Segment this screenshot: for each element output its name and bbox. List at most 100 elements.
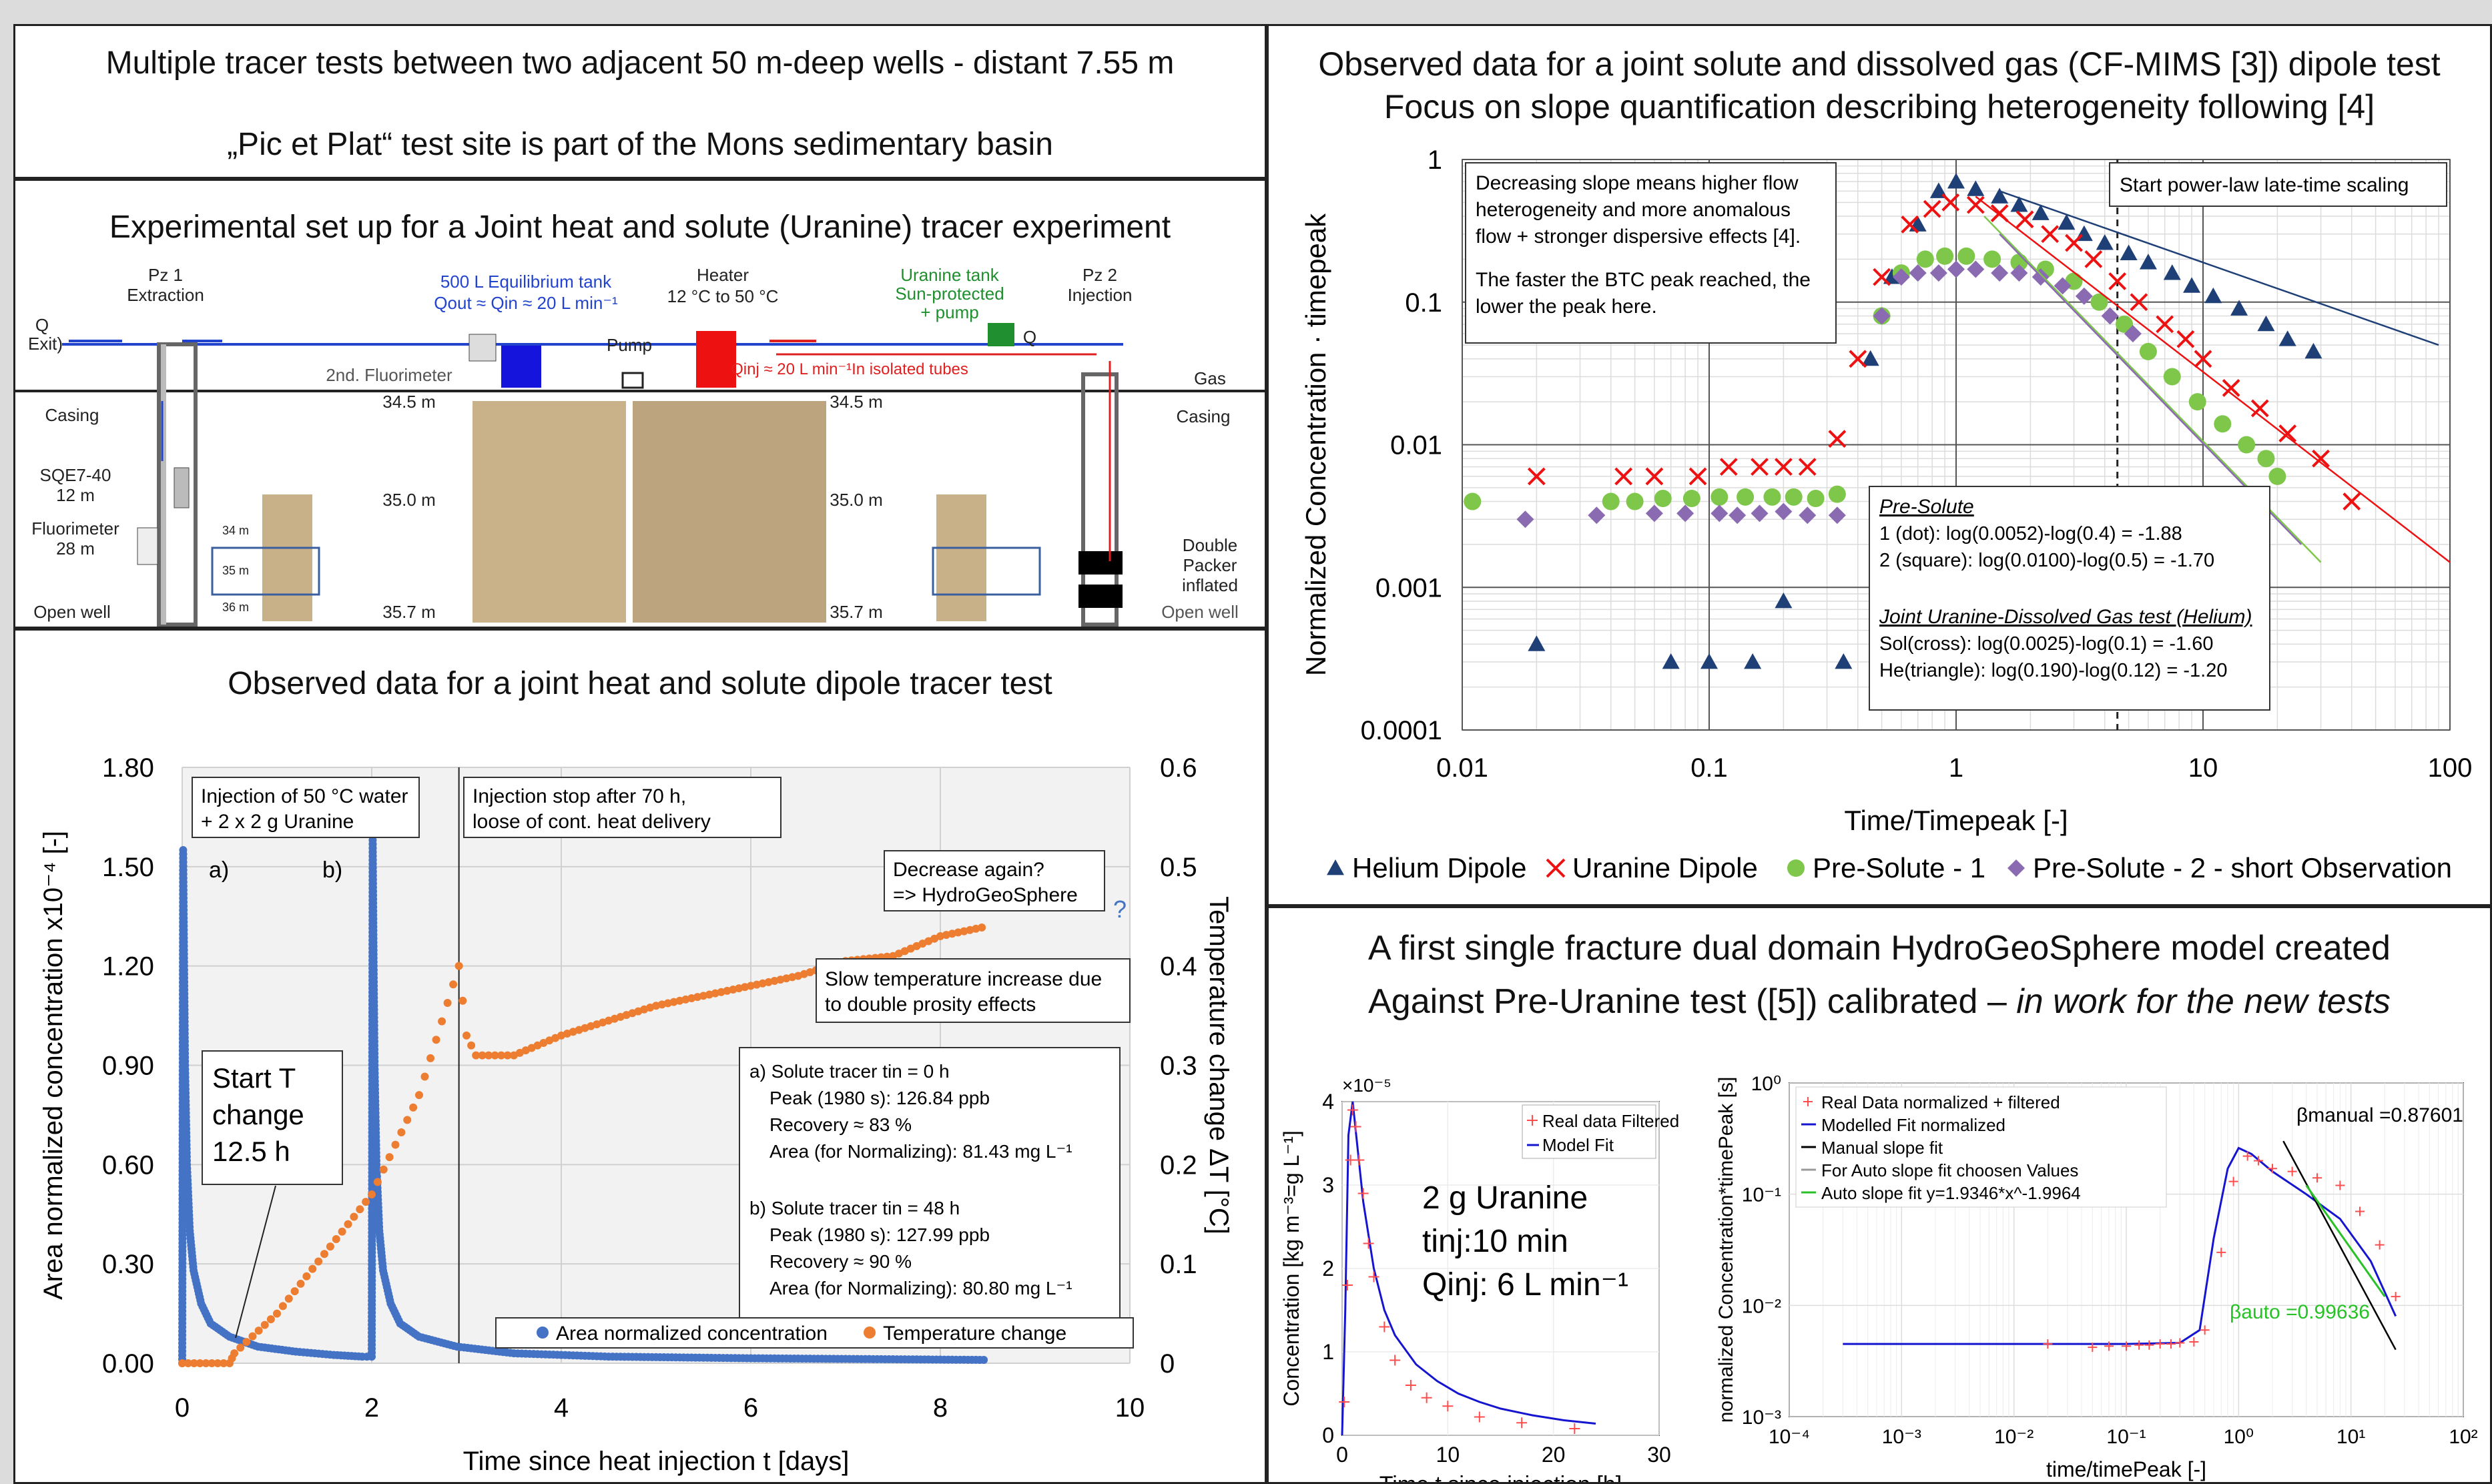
temperature-point bbox=[338, 1227, 346, 1236]
y2tick-label: 0.3 bbox=[1160, 1052, 1197, 1081]
loglog-real-point bbox=[2253, 1156, 2263, 1166]
dipole-point-0 bbox=[2257, 315, 2275, 332]
dipole-point-0 bbox=[2278, 330, 2296, 346]
dipole-point-1 bbox=[1941, 193, 1960, 212]
loglog-xtick: 10⁰ bbox=[2224, 1426, 2254, 1448]
temperature-point bbox=[403, 1116, 412, 1124]
model-title-2: Against Pre-Uranine test ([5]) calibrate… bbox=[1269, 982, 2490, 1022]
legend-box bbox=[495, 1317, 1134, 1349]
loglog-ytick: 10⁻³ bbox=[1742, 1407, 1781, 1429]
dipole-point-0 bbox=[2120, 244, 2138, 260]
dipole-point-2 bbox=[2139, 342, 2157, 360]
setup-label-gas: Gas bbox=[1194, 368, 1226, 388]
injection-note-2: + 2 x 2 g Uranine bbox=[201, 811, 354, 833]
dipole-point-3 bbox=[1751, 504, 1769, 522]
temperature-point bbox=[356, 1205, 364, 1214]
setup-label-heater: Heater bbox=[697, 265, 749, 285]
dipole-point-0 bbox=[2304, 342, 2322, 359]
setup-label-q_small: Q bbox=[1023, 327, 1036, 347]
ytick-label: 0.001 bbox=[1375, 573, 1442, 603]
ytick-label: 1 bbox=[1428, 145, 1442, 175]
setup-label-pump: Pump bbox=[607, 335, 652, 355]
loglog-legend-label: Auto slope fit y=1.9346*x^-1.9964 bbox=[1821, 1183, 2081, 1203]
temperature-point bbox=[443, 998, 452, 1007]
real-data-point bbox=[1474, 1411, 1485, 1423]
legend-label-concentration: Area normalized concentration bbox=[556, 1323, 828, 1345]
linear-ytick: 0 bbox=[1322, 1423, 1334, 1447]
left-well bbox=[157, 342, 198, 627]
question-mark: ? bbox=[1113, 895, 1127, 923]
temperature-point bbox=[350, 1212, 358, 1221]
dipole-point-0 bbox=[2163, 264, 2181, 280]
dipole-point-2 bbox=[1626, 492, 1644, 510]
linear-ytick: 2 bbox=[1322, 1256, 1334, 1280]
temperature-point bbox=[290, 1287, 299, 1296]
loglog-real-point bbox=[2200, 1325, 2210, 1335]
dipole-point-2 bbox=[2090, 293, 2108, 311]
temperature-point bbox=[503, 1051, 512, 1060]
ytick-label: 0.01 bbox=[1390, 431, 1442, 460]
temperature-point bbox=[426, 1054, 435, 1062]
result-ra4: Area (for Normalizing): 81.43 mg L⁻¹ bbox=[769, 1141, 1072, 1162]
dipole-point-0 bbox=[2010, 196, 2028, 212]
dipole-point-1 bbox=[1774, 458, 1793, 476]
note-note3: flow + stronger dispersive effects [4]. bbox=[1476, 226, 1801, 248]
temperature-point bbox=[409, 1103, 418, 1112]
xtick-label: 0.1 bbox=[1690, 753, 1728, 783]
setup-label-injection: Injection bbox=[1068, 285, 1133, 305]
temperature-point bbox=[308, 1264, 317, 1273]
ytick-label: 0.00 bbox=[102, 1349, 154, 1379]
temperature-point bbox=[266, 1315, 275, 1324]
dipole-point-0 bbox=[1700, 653, 1718, 669]
dipole-point-1 bbox=[1798, 458, 1817, 476]
setup-label-d2r: 35.0 m bbox=[830, 490, 883, 510]
dipole-point-0 bbox=[1835, 653, 1853, 669]
concentration-point bbox=[980, 1355, 988, 1364]
dipole-point-2 bbox=[2214, 415, 2232, 433]
linear-exponent: ×10⁻⁵ bbox=[1342, 1075, 1391, 1096]
linear-legend-box bbox=[1522, 1104, 1656, 1159]
real-data-point bbox=[1353, 1154, 1365, 1166]
model-title-2b: in work for the new tests bbox=[2016, 982, 2391, 1021]
dipole-point-2 bbox=[1916, 250, 1934, 268]
core-small-right bbox=[936, 494, 986, 621]
loglog-y-title: normalized Concentration*timePeak [s] bbox=[1715, 1077, 1737, 1423]
setup-label-sqe: SQE7-40 bbox=[40, 465, 111, 485]
loglog-xtick: 10² bbox=[2449, 1426, 2477, 1448]
auto-slope-line bbox=[2305, 1184, 2386, 1298]
xtick-label: 100 bbox=[2428, 753, 2473, 783]
packer-top bbox=[1078, 551, 1123, 575]
legend-label-temperature: Temperature change bbox=[883, 1323, 1066, 1345]
temperature-point bbox=[438, 1017, 446, 1026]
dipole-point-0 bbox=[2204, 287, 2222, 304]
temperature-point bbox=[432, 1036, 440, 1044]
ytick-label: 0.90 bbox=[102, 1052, 154, 1081]
result-rb3: Recovery ≈ 90 % bbox=[769, 1251, 912, 1272]
dipole-point-1 bbox=[2041, 225, 2060, 244]
real-data-point bbox=[1357, 1188, 1369, 1199]
packer-bottom bbox=[1078, 585, 1123, 608]
note-note4: The faster the BTC peak reached, the bbox=[1476, 269, 1811, 291]
setup-label-packer2: Packer bbox=[1183, 555, 1237, 575]
xtick-label: 6 bbox=[743, 1393, 758, 1423]
linear-xtick: 30 bbox=[1647, 1443, 1671, 1467]
temperature-point bbox=[332, 1234, 340, 1243]
dipole-point-1 bbox=[1873, 268, 1891, 286]
real-data-point bbox=[1350, 1121, 1361, 1132]
annotation-tinj: tinj:10 min bbox=[1422, 1224, 1568, 1259]
temperature-point bbox=[220, 1359, 228, 1367]
loglog-legend-box bbox=[1795, 1086, 2167, 1208]
setup-label-qinj: Qinj ≈ 20 L min⁻¹In isolated tubes bbox=[731, 360, 968, 378]
loglog-real-point bbox=[2242, 1151, 2252, 1161]
slow-note-2: to double prosity effects bbox=[825, 994, 1036, 1016]
dipole-point-3 bbox=[1947, 260, 1965, 278]
dipole-point-1 bbox=[2278, 424, 2297, 442]
loglog-real-point bbox=[2189, 1337, 2199, 1347]
dipole-title-1: Observed data for a joint solute and dis… bbox=[1318, 45, 2441, 83]
dipole-point-1 bbox=[2130, 293, 2148, 312]
loglog-real-point bbox=[2166, 1339, 2176, 1349]
dipole-point-1 bbox=[1923, 200, 1941, 218]
decrease-note-box bbox=[884, 850, 1105, 911]
setup-label-casing_r: Casing bbox=[1177, 406, 1231, 426]
